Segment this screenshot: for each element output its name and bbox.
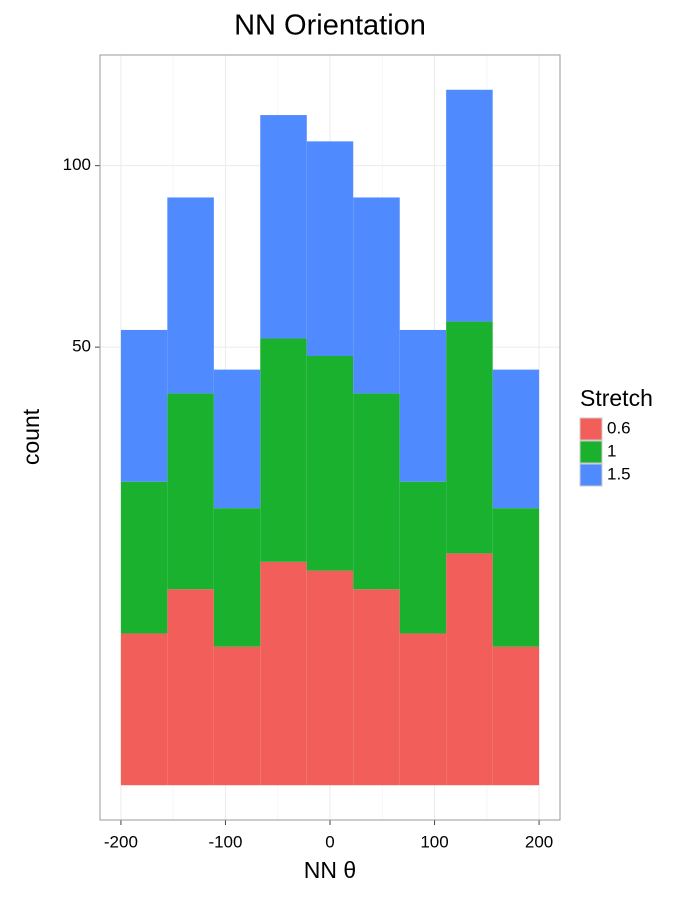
- bar: [306, 570, 354, 786]
- bar: [167, 393, 214, 590]
- bar: [399, 329, 447, 482]
- bar: [399, 633, 447, 786]
- bar: [492, 646, 540, 786]
- legend-key: [579, 463, 603, 487]
- y-tick-label: 100: [63, 155, 91, 174]
- bar: [120, 481, 168, 634]
- bar: [120, 633, 168, 786]
- legend-label: 1.5: [607, 464, 631, 483]
- bar: [120, 329, 168, 482]
- bar: [446, 553, 493, 786]
- bar: [492, 508, 540, 647]
- bar: [446, 89, 493, 322]
- x-tick-label: 100: [420, 832, 448, 851]
- bar: [353, 197, 400, 394]
- bar: [167, 197, 214, 394]
- x-tick-label: -100: [208, 832, 242, 851]
- bar: [260, 115, 307, 339]
- bar: [213, 646, 261, 786]
- legend-label: 1: [607, 441, 616, 460]
- x-tick-label: 200: [525, 832, 553, 851]
- legend-key: [579, 440, 603, 464]
- bar: [353, 589, 400, 786]
- bar: [492, 369, 540, 509]
- legend-title: Stretch: [580, 385, 653, 411]
- bar: [167, 589, 214, 786]
- x-axis-title: NN θ: [304, 857, 356, 883]
- y-axis-title: count: [18, 408, 44, 465]
- bar: [306, 141, 354, 356]
- legend-key: [579, 417, 603, 441]
- bar: [260, 338, 307, 562]
- bar: [260, 561, 307, 786]
- bar: [399, 481, 447, 634]
- bar: [213, 369, 261, 509]
- bar: [353, 393, 400, 590]
- x-tick-label: -200: [104, 832, 138, 851]
- chart-title: NN Orientation: [234, 10, 426, 42]
- panel-border: [99, 54, 561, 821]
- x-tick-label: 0: [325, 832, 334, 851]
- y-tick-label: 50: [72, 337, 91, 356]
- bar: [213, 508, 261, 647]
- bar: [446, 321, 493, 554]
- legend-label: 0.6: [607, 418, 631, 437]
- bar: [306, 355, 354, 571]
